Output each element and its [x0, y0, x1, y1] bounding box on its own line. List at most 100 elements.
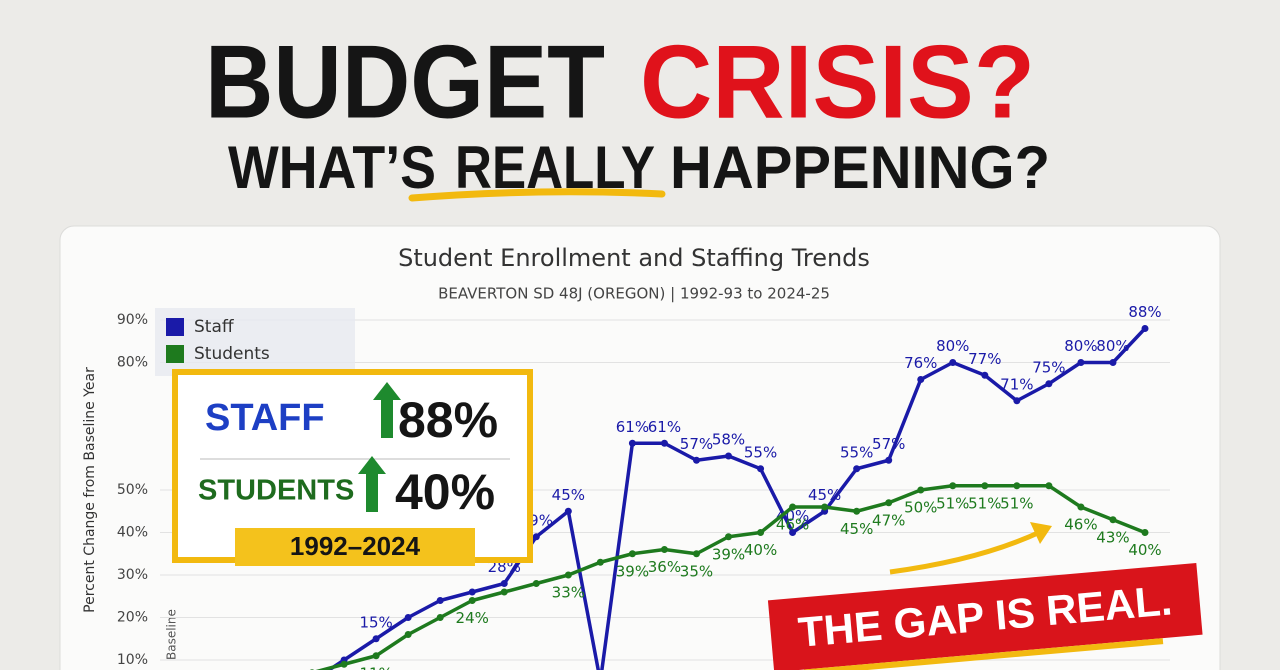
data-point: [532, 533, 540, 541]
legend-label: Students: [194, 344, 270, 364]
data-label: 75%: [1032, 358, 1065, 376]
data-label: 33%: [552, 584, 585, 602]
title-red: CRISIS?: [640, 24, 1035, 140]
subtitle-end: HAPPENING?: [670, 134, 1050, 201]
data-label: 55%: [744, 443, 777, 461]
banner-fill: [767, 562, 1203, 670]
data-point: [885, 456, 893, 464]
data-point: [757, 465, 765, 473]
data-label: 57%: [680, 435, 713, 453]
data-label: 61%: [616, 418, 649, 436]
series-line: [315, 484, 1146, 670]
subtitle-highlight: REALLY: [455, 134, 655, 201]
data-point: [372, 635, 380, 643]
data-label: 80%: [1096, 337, 1129, 355]
legend: Staff Students: [166, 317, 270, 364]
data-point: [628, 550, 636, 558]
data-point: [340, 660, 348, 668]
data-point: [1013, 482, 1021, 490]
data-point: [821, 503, 829, 511]
chart-subtitle: BEAVERTON SD 48J (OREGON) | 1992-93 to 2…: [438, 285, 830, 303]
data-point: [853, 507, 861, 515]
data-label: 58%: [712, 431, 745, 449]
years-band: [235, 528, 475, 566]
data-label: 45%: [808, 486, 841, 504]
data-point: [853, 465, 861, 473]
data-label: 46%: [776, 516, 809, 534]
up-arrow: [373, 382, 401, 438]
data-point: [1045, 482, 1053, 490]
data-point: [660, 439, 668, 447]
data-label: 40%: [744, 541, 777, 559]
subtitle-start: WHAT’S: [228, 134, 436, 201]
data-point: [596, 558, 604, 566]
data-point: [564, 507, 572, 515]
data-point: [404, 614, 412, 621]
data-point: [564, 571, 572, 579]
data-point: [660, 546, 668, 553]
data-label: 80%: [936, 337, 969, 355]
data-point: [1077, 503, 1085, 511]
data-point: [949, 482, 957, 490]
data-label: 24%: [456, 609, 489, 627]
data-point: [1013, 397, 1021, 405]
callout-staff-value: 88%: [398, 392, 498, 448]
banner: THE GAP IS REAL.: [767, 562, 1203, 670]
data-point: [757, 529, 765, 536]
data-point: [949, 359, 957, 366]
data-point: [981, 482, 989, 490]
data-label: 80%: [1064, 337, 1097, 355]
data-point: [372, 652, 380, 660]
y-tick-label: 80%: [117, 355, 148, 371]
data-label: 40%: [1128, 541, 1161, 559]
callout-staff-label: STAFF: [205, 397, 325, 439]
data-label: 47%: [872, 511, 905, 529]
data-label: 88%: [1128, 303, 1161, 321]
data-point: [725, 452, 733, 460]
data-point: [628, 439, 636, 447]
banner-underline: [804, 638, 1164, 670]
data-label: 51%: [936, 494, 969, 512]
data-label: 35%: [680, 562, 713, 580]
series-line: [325, 327, 1147, 670]
data-point: [1141, 325, 1149, 332]
callout-years: 1992–2024: [290, 531, 421, 561]
data-label: 50%: [904, 499, 937, 517]
data-label: 46%: [1064, 516, 1097, 534]
highlight-underline: [408, 188, 666, 202]
data-point: [1077, 359, 1085, 366]
data-point: [981, 371, 989, 379]
data-point: [1109, 359, 1117, 366]
data-point: [500, 580, 508, 587]
data-point: [725, 533, 733, 541]
data-label: 77%: [968, 350, 1001, 368]
data-point: [789, 529, 797, 536]
data-label: 39%: [616, 562, 649, 580]
data-label: 43%: [1096, 528, 1129, 546]
data-point: [436, 597, 444, 604]
data-point: [468, 588, 476, 596]
data-label: 45%: [840, 520, 873, 538]
gap-arrow: [889, 529, 1042, 575]
data-point: [500, 588, 508, 596]
data-point: [468, 597, 476, 604]
data-point: [1141, 529, 1149, 536]
data-label: 39%: [712, 545, 745, 563]
legend-swatch: [166, 345, 184, 363]
data-label: 51%: [1000, 494, 1033, 512]
callout-students-label: STUDENTS: [198, 475, 354, 507]
legend-label: Staff: [194, 317, 235, 337]
y-axis-label: Percent Change from Baseline Year: [82, 367, 98, 613]
callout-students-value: 40%: [395, 464, 495, 520]
up-arrow: [358, 456, 386, 512]
data-point: [1109, 516, 1117, 524]
y-tick-label: 20%: [117, 610, 148, 626]
data-label: 61%: [648, 418, 681, 436]
plot: 10%20%30%40%50%80%90%15%28%39%45%61%61%5…: [117, 303, 1170, 670]
data-label: 45%: [552, 486, 585, 504]
data-point: [404, 631, 412, 638]
data-point: [532, 580, 540, 587]
data-label: 55%: [840, 443, 873, 461]
data-point: [436, 614, 444, 621]
